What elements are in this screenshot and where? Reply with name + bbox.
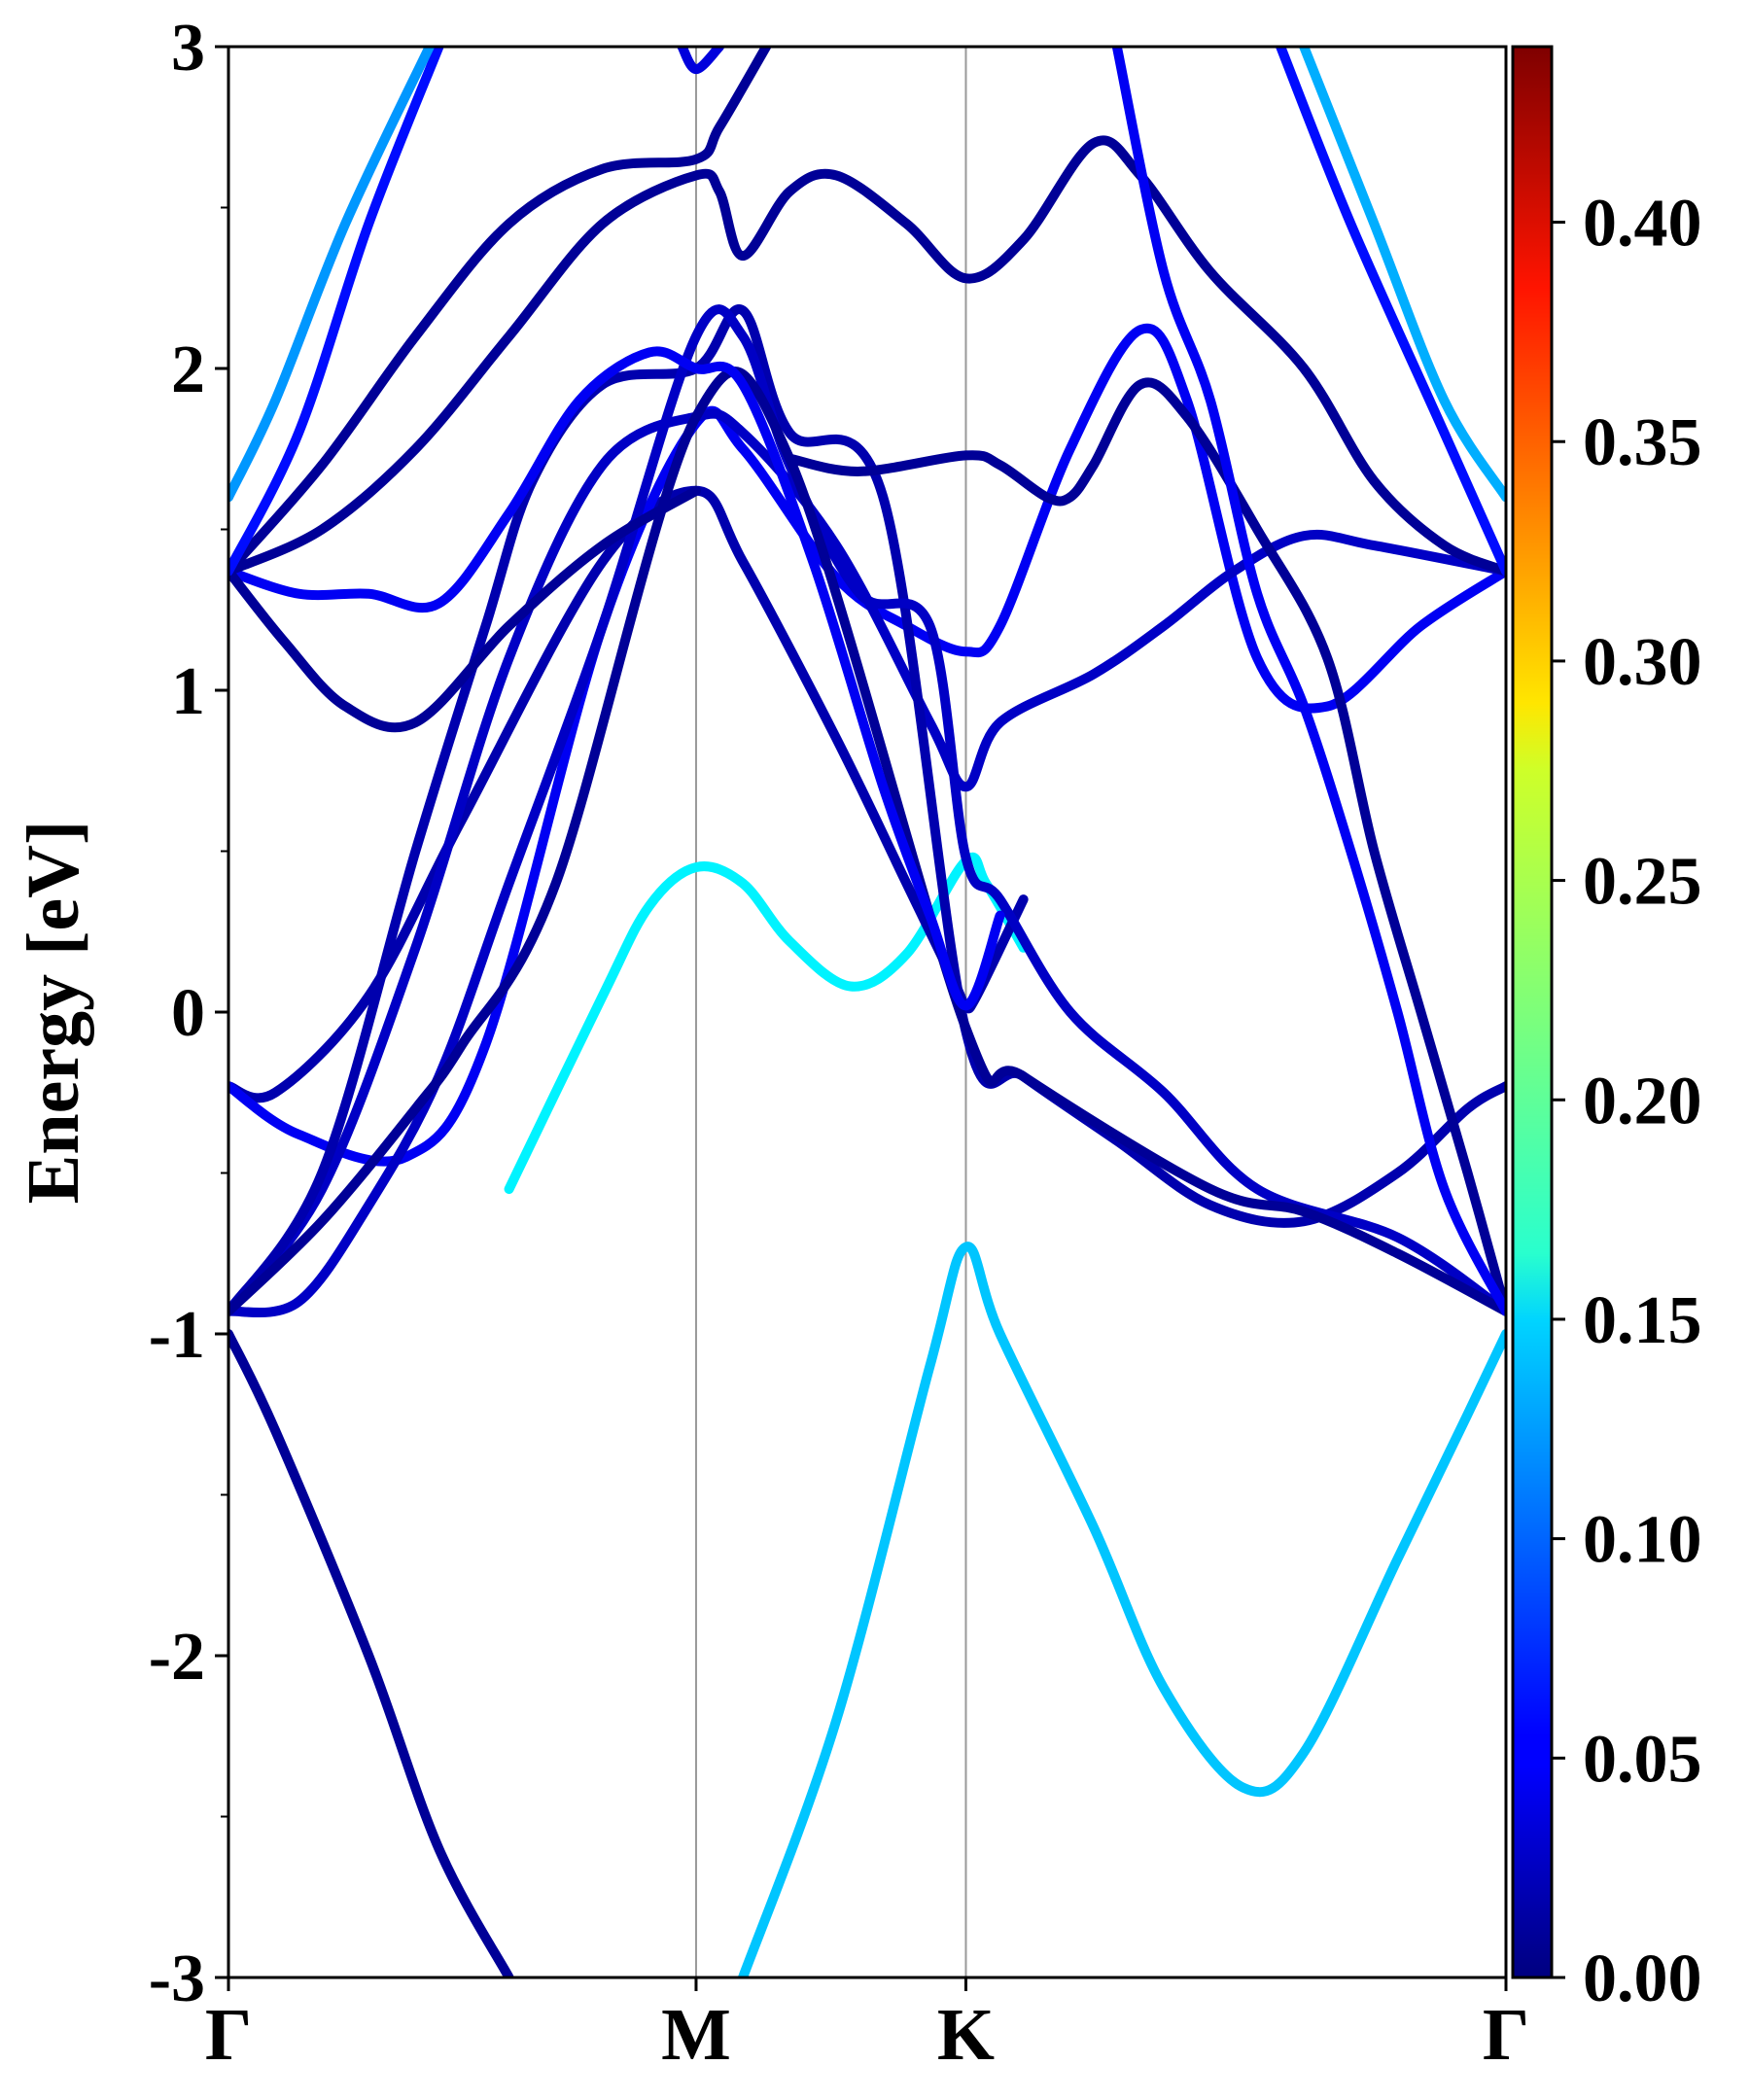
colorbar-tick-label: 0.30 (1583, 625, 1702, 700)
kpoint-label: Γ (205, 1994, 252, 2076)
colorbar-tick-label: 0.35 (1583, 405, 1702, 480)
band-lines (228, 47, 1506, 1978)
colorbar-ticks: 0.00 0.05 0.10 0.15 0.20 0.25 0.30 0.35 0.40 (1552, 187, 1702, 2016)
plot-area (227, 45, 1508, 1979)
y-tick-label: 2 (171, 332, 205, 407)
kpoint-label: K (937, 1994, 995, 2076)
band-line (1299, 47, 1506, 503)
y-axis: 3 2 1 0 -1 -2 -3 (149, 11, 228, 2016)
band-line (228, 346, 1005, 1011)
colorbar-gradient (1511, 45, 1554, 1979)
y-axis-title: Energy [eV] (13, 821, 94, 1205)
band-line (1111, 47, 1506, 1316)
colorbar-tick-label: 0.25 (1583, 845, 1702, 920)
y-tick-label: -2 (149, 1620, 205, 1695)
band-line (228, 47, 444, 577)
band-line (228, 47, 435, 503)
kpoint-label: M (661, 1994, 731, 2076)
colorbar-tick-label: 0.00 (1583, 1942, 1702, 2016)
colorbar-tick-label: 0.20 (1583, 1064, 1702, 1138)
band-line (228, 304, 1506, 1316)
band-line (677, 47, 725, 75)
band-line (228, 1329, 514, 1978)
colorbar-tick-label: 0.40 (1583, 187, 1702, 262)
band-line (228, 485, 701, 733)
y-tick-label: -3 (149, 1942, 205, 2016)
colorbar-tick-label: 0.05 (1583, 1722, 1702, 1797)
band-line (228, 135, 1506, 577)
y-tick-label: 1 (171, 654, 205, 729)
kpoint-label: Γ (1483, 1994, 1529, 2076)
y-tick-label: 0 (171, 976, 205, 1051)
band-line (1276, 47, 1506, 577)
band-line (228, 47, 772, 577)
band-line (738, 1242, 1506, 1978)
band-line (785, 377, 1506, 1316)
colorbar-tick-label: 0.10 (1583, 1503, 1702, 1578)
colorbar: 0.00 0.05 0.10 0.15 0.20 0.25 0.30 0.35 0.40 (1511, 45, 1702, 2016)
y-tick-label: 3 (171, 11, 205, 86)
band-line (228, 408, 1506, 1316)
high-symmetry-lines (694, 47, 967, 1978)
colorbar-tick-label: 0.15 (1583, 1283, 1702, 1358)
y-tick-label: -1 (149, 1298, 205, 1373)
